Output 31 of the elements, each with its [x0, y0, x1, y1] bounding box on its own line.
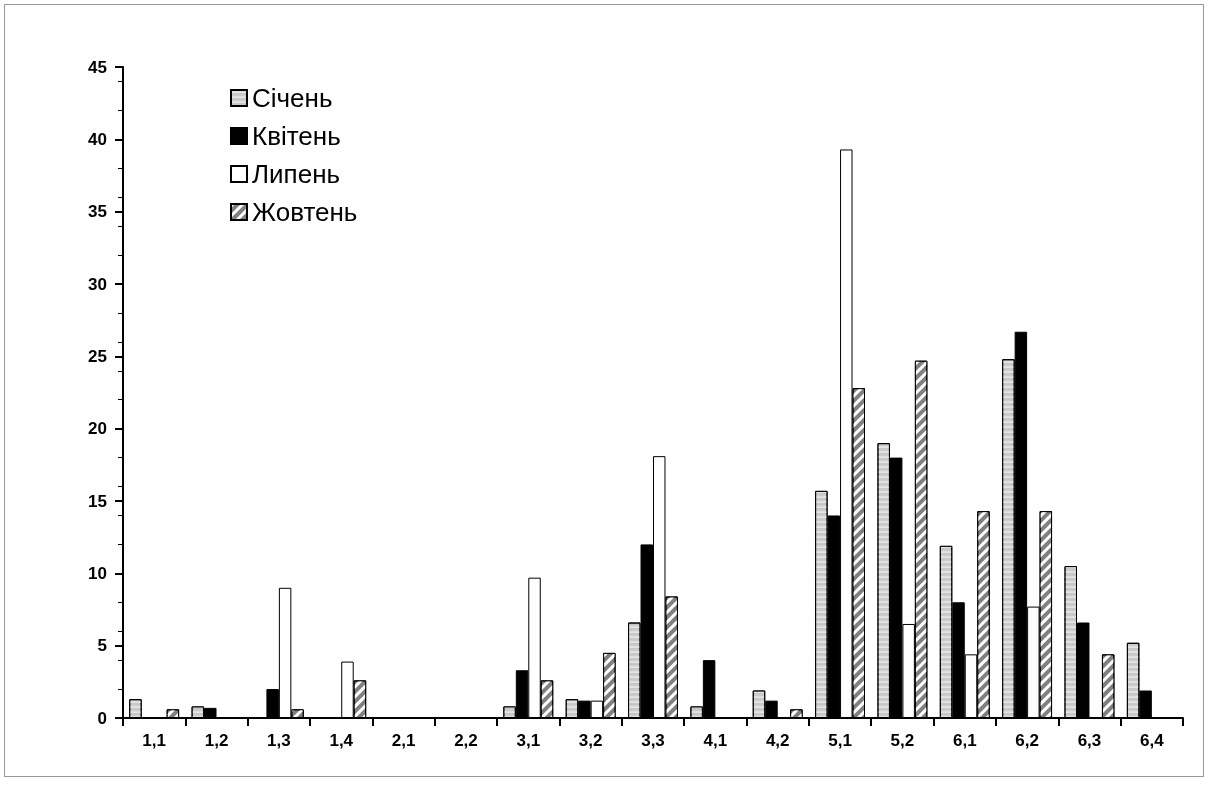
x-tick-label: 6,1	[952, 731, 977, 750]
y-tick-label: 0	[97, 708, 107, 728]
legend-label: Квітень	[252, 121, 341, 151]
x-tick-label: 5,2	[890, 731, 915, 750]
x-tick-label: 4,1	[703, 731, 728, 750]
x-tick-label: 1,2	[204, 731, 229, 750]
x-tick-label: 1,3	[267, 731, 291, 750]
x-tick-label: 6,3	[1077, 731, 1102, 750]
legend-label: Липень	[252, 159, 341, 189]
y-tick-label: 30	[88, 274, 107, 294]
y-tick-label: 40	[88, 129, 107, 149]
x-tick-label: 5,1	[828, 731, 852, 750]
legend-label: Жовтень	[252, 197, 358, 227]
y-tick-label: 10	[88, 563, 107, 583]
x-tick-label: 1,1	[142, 731, 166, 750]
y-tick-label: 25	[88, 346, 107, 366]
y-tick-label: 15	[88, 491, 107, 511]
x-tick-label: 1,4	[329, 731, 354, 750]
x-tick-label: 4,2	[765, 731, 790, 750]
y-tick-label: 35	[88, 202, 107, 222]
y-tick-label: 20	[88, 419, 107, 439]
x-tick-label: 2,2	[454, 731, 478, 750]
x-tick-label: 6,4	[1140, 731, 1165, 750]
x-tick-label: 3,2	[578, 731, 603, 750]
y-tick-label: 5	[97, 636, 107, 656]
x-tick-label: 6,2	[1015, 731, 1039, 750]
x-tick-label: 3,3	[641, 731, 665, 750]
legend-label: Січень	[252, 83, 333, 113]
x-tick-label: 2,1	[391, 731, 416, 750]
x-tick-label: 3,1	[516, 731, 541, 750]
y-tick-label: 45	[88, 57, 107, 77]
